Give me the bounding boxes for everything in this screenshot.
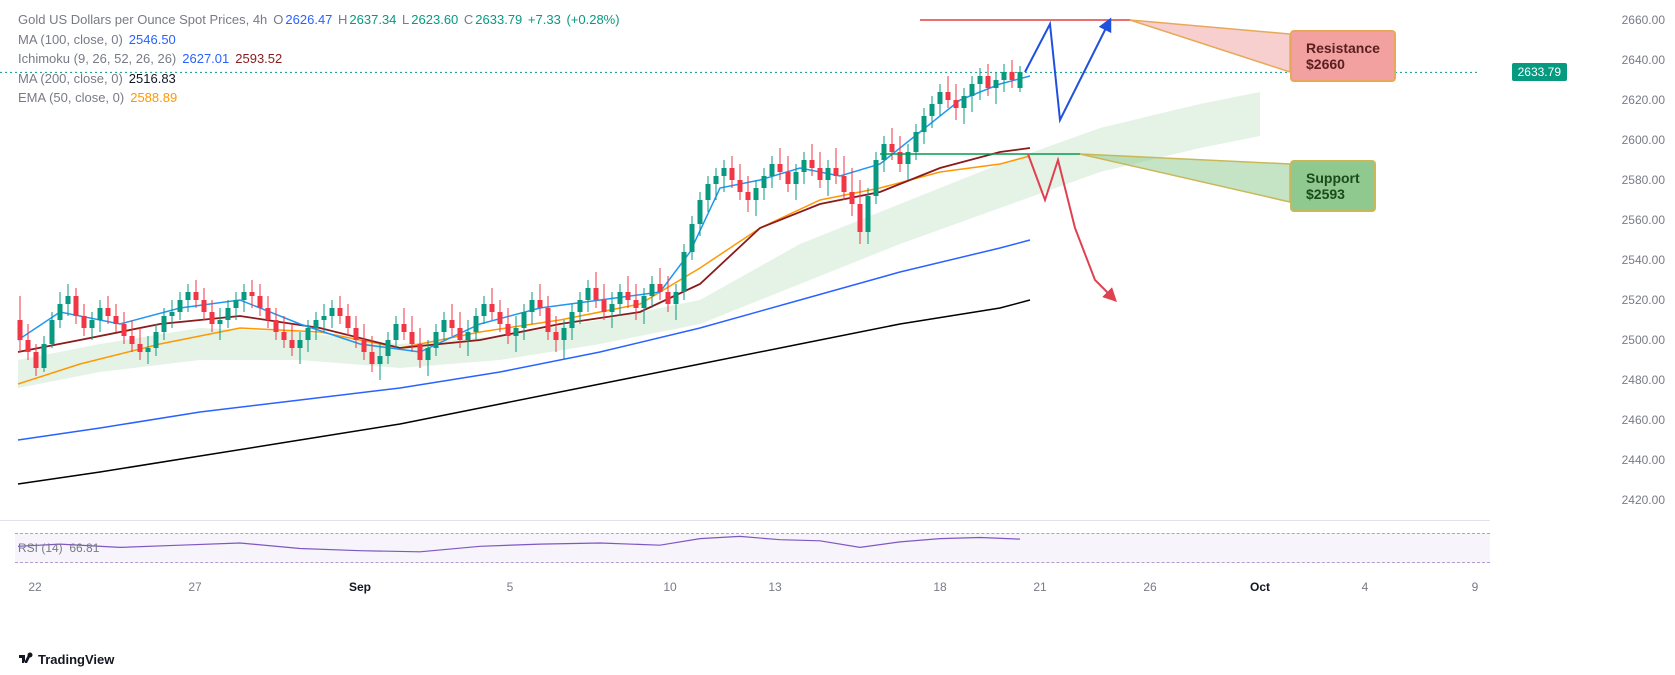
y-axis: 2420.002440.002460.002480.002500.002520.…: [1605, 0, 1675, 520]
current-price-badge: 2633.79: [1512, 63, 1567, 81]
ichimoku-label: Ichimoku (9, 26, 52, 26, 26): [18, 49, 176, 69]
ema50-label: EMA (50, close, 0): [18, 88, 124, 108]
rsi-panel[interactable]: RSI (14) 66.81: [0, 520, 1490, 575]
resistance-annotation: Resistance $2660: [1290, 30, 1396, 82]
chart-legend: Gold US Dollars per Ounce Spot Prices, 4…: [18, 10, 622, 108]
chart-title: Gold US Dollars per Ounce Spot Prices, 4…: [18, 10, 267, 30]
x-axis: 2227Sep51013182126Oct49: [0, 580, 1490, 610]
tradingview-watermark: TradingView: [18, 651, 114, 667]
ohlc-values: O2626.47 H2637.34 L2623.60 C2633.79 +7.3…: [273, 10, 621, 30]
rsi-label: RSI (14) 66.81: [18, 541, 99, 555]
ma100-label: MA (100, close, 0): [18, 30, 123, 50]
support-annotation: Support $2593: [1290, 160, 1376, 212]
ma200-label: MA (200, close, 0): [18, 69, 123, 89]
